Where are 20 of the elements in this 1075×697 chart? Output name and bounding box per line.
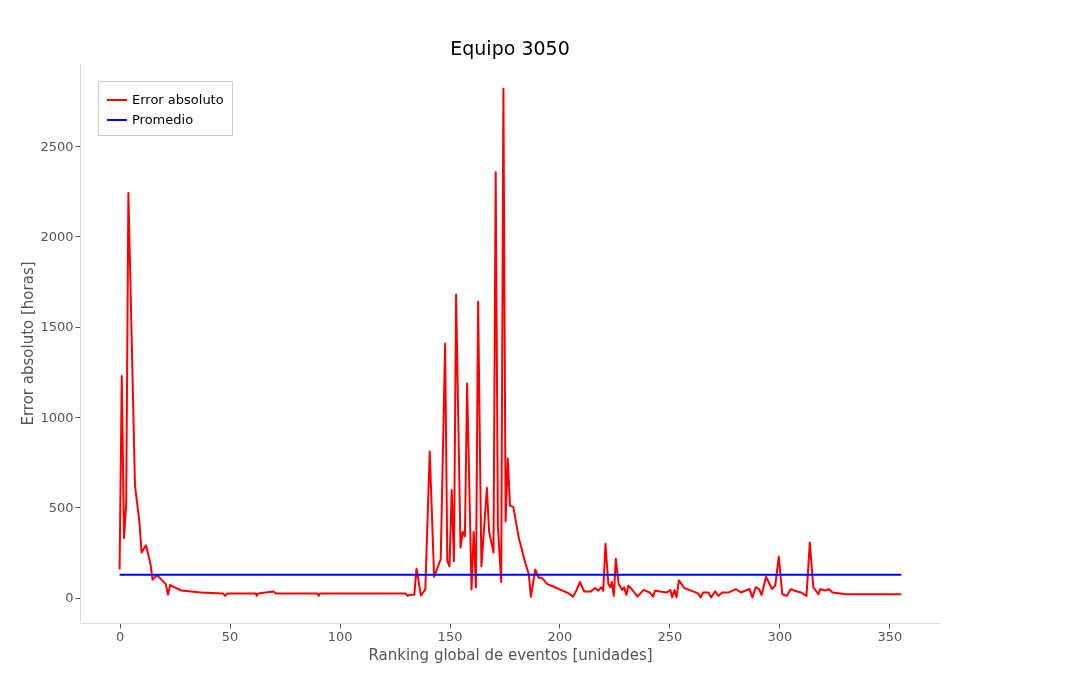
x-tick-label: 0 — [115, 628, 125, 644]
line-series — [118, 87, 903, 599]
y-tick-label: 2000 — [40, 228, 74, 244]
y-tick-label: 2500 — [40, 138, 74, 154]
x-tick-label: 150 — [437, 628, 463, 644]
y-tick-label: 500 — [48, 499, 74, 515]
x-tick-label: 250 — [657, 628, 683, 644]
legend-label: Promedio — [132, 112, 194, 127]
y-tick-label: 1000 — [40, 409, 74, 425]
y-axis-title: Error absoluto [horas] — [19, 261, 38, 426]
x-tick-label: 200 — [547, 628, 573, 644]
y-tick-label: 0 — [65, 590, 74, 606]
x-axis-title: Ranking global de eventos [unidades] — [368, 645, 653, 664]
x-tick-label: 100 — [327, 628, 353, 644]
x-tick-label: 350 — [877, 628, 903, 644]
x-tick-label: 300 — [767, 628, 793, 644]
chart-title: Equipo 3050 — [450, 37, 570, 59]
y-tick-label: 1500 — [40, 319, 74, 335]
legend-label: Error absoluto — [132, 92, 224, 107]
x-tick-label: 50 — [221, 628, 239, 644]
